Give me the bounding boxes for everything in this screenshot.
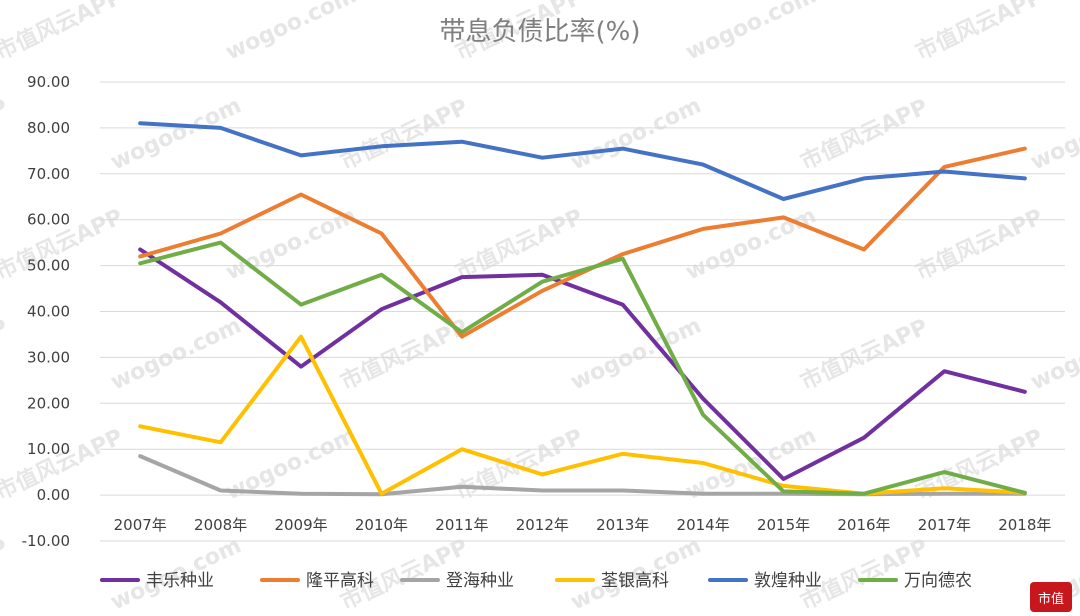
series-layer [138, 121, 1027, 497]
watermark-text: 市值风云APP [0, 534, 12, 616]
x-tick-label: 2007年 [114, 516, 167, 534]
y-tick-label: -10.00 [22, 532, 70, 550]
watermark-text: wogoo.com [682, 0, 820, 65]
y-tick-label: 80.00 [27, 119, 70, 137]
x-tick-label: 2016年 [837, 516, 890, 534]
x-axis: 2007年 2008年 2009年 2010年 2011年 2012年 2013年 2014年… [114, 516, 1052, 534]
x-tick-label: 2009年 [274, 516, 327, 534]
legend-label: 敦煌种业 [754, 571, 822, 591]
watermark-text: 市值风云APP [0, 0, 127, 65]
series-line [138, 121, 1027, 201]
y-axis: -10.00 0.00 10.00 20.00 30.00 40.00 50.00 60.00… [22, 73, 70, 550]
x-tick-label: 2011年 [435, 516, 488, 534]
x-tick-label: 2008年 [194, 516, 247, 534]
watermark-text: 市值风云APP [452, 424, 587, 506]
x-tick-label: 2013年 [596, 516, 649, 534]
legend-label: 荃银高科 [601, 571, 669, 591]
y-tick-label: 0.00 [37, 486, 70, 504]
watermark-text: wogoo.com [222, 203, 360, 285]
watermark-text: wogoo.com [107, 93, 245, 175]
watermark-text: 市值风云APP [0, 94, 12, 176]
watermark-text: wogoo.com [1027, 93, 1080, 175]
watermark-text: 市值风云APP [0, 314, 12, 396]
x-tick-label: 2014年 [677, 516, 730, 534]
y-tick-label: 60.00 [27, 211, 70, 229]
watermark-text: 市值风云APP [912, 204, 1047, 286]
brand-logo-text: 市值 [1038, 591, 1064, 607]
legend-label: 万向德农 [904, 571, 972, 591]
watermark-text: wogoo.com [567, 313, 705, 395]
watermark-text: 市值风云APP [912, 0, 1047, 65]
watermark-text: wogoo.com [107, 313, 245, 395]
y-tick-label: 20.00 [27, 394, 70, 412]
watermark-text: 市值风云APP [797, 94, 932, 176]
y-tick-label: 10.00 [27, 440, 70, 458]
legend-label: 隆平高科 [306, 571, 374, 591]
y-tick-label: 30.00 [27, 348, 70, 366]
chart-title: 带息负债比率(%) [440, 17, 641, 47]
x-tick-label: 2012年 [516, 516, 569, 534]
x-tick-label: 2010年 [355, 516, 408, 534]
watermark-text: 市值风云APP [797, 314, 932, 396]
y-tick-label: 90.00 [27, 73, 70, 91]
brand-logo: 市值 [1030, 582, 1072, 612]
series-line [138, 146, 1027, 339]
watermark-text: wogoo.com [1027, 313, 1080, 395]
y-tick-label: 50.00 [27, 257, 70, 275]
y-tick-label: 40.00 [27, 303, 70, 321]
legend-label: 丰乐种业 [146, 571, 214, 591]
legend-label: 登海种业 [446, 571, 514, 591]
x-tick-label: 2017年 [918, 516, 971, 534]
x-tick-label: 2015年 [757, 516, 810, 534]
watermark-text: 市值风云APP [337, 94, 472, 176]
y-tick-label: 70.00 [27, 165, 70, 183]
series-line [138, 334, 1027, 496]
legend: 丰乐种业 隆平高科 登海种业 荃银高科 敦煌种业 万向德农 [100, 571, 972, 591]
watermark-text: wogoo.com [682, 203, 820, 285]
series-line [138, 240, 1027, 496]
watermark-text: wogoo.com [567, 93, 705, 175]
watermark-text: wogoo.com [222, 0, 360, 65]
x-tick-label: 2018年 [998, 516, 1051, 534]
